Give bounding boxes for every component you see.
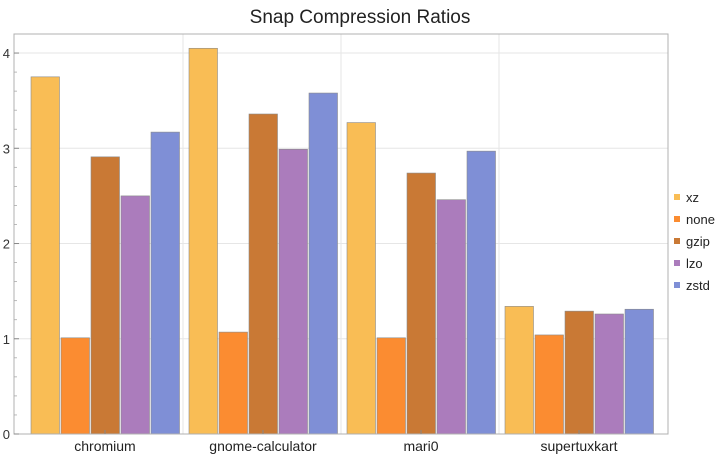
- bar-lzo-chromium: [120, 195, 150, 435]
- bar-none-gnome-calculator: [218, 331, 248, 435]
- y-tick-label: 3: [3, 141, 10, 156]
- bar-gzip-chromium: [90, 156, 120, 435]
- bar-gzip-gnome-calculator: [248, 113, 278, 435]
- bar-lzo-supertuxkart: [594, 313, 624, 435]
- x-tick-label: mari0: [403, 438, 438, 454]
- legend-label-xz: xz: [686, 190, 699, 205]
- plot-frame: [13, 33, 669, 435]
- legend-label-zstd: zstd: [686, 278, 710, 293]
- chart-title: Snap Compression Ratios: [250, 7, 471, 28]
- legend-swatch-xz: [674, 194, 680, 200]
- x-tick-label: gnome-calculator: [209, 438, 317, 454]
- bar-xz-supertuxkart: [504, 306, 534, 435]
- bar-none-supertuxkart: [534, 334, 564, 435]
- axes-layer: 0 1 2 3 4 chromium gnome-calculator mari0 supert…: [3, 33, 669, 454]
- legend-label-none: none: [686, 212, 715, 227]
- legend-swatch-lzo: [674, 260, 680, 266]
- bar-zstd-chromium: [150, 131, 180, 435]
- bar-gzip-mari0: [406, 172, 436, 435]
- y-tick-label: 4: [3, 46, 10, 61]
- x-tick-label: chromium: [74, 438, 135, 454]
- bar-zstd-mari0: [466, 150, 496, 435]
- bar-zstd-gnome-calculator: [308, 92, 338, 435]
- bar-gzip-supertuxkart: [564, 310, 594, 435]
- legend-label-gzip: gzip: [686, 234, 710, 249]
- bar-none-mari0: [376, 337, 406, 435]
- legend-label-lzo: lzo: [686, 256, 703, 271]
- bar-xz-chromium: [30, 76, 60, 435]
- bar-lzo-mari0: [436, 199, 466, 435]
- bar-zstd-supertuxkart: [624, 308, 654, 435]
- bar-lzo-gnome-calculator: [278, 148, 308, 435]
- y-tick-label: 0: [3, 427, 10, 442]
- legend: xz none gzip lzo zstd: [674, 190, 715, 293]
- legend-swatch-none: [674, 216, 680, 222]
- y-tick-label: 1: [3, 332, 10, 347]
- legend-swatch-gzip: [674, 238, 680, 244]
- x-tick-label: supertuxkart: [540, 438, 617, 454]
- legend-swatch-zstd: [674, 282, 680, 288]
- bar-none-chromium: [60, 337, 90, 435]
- bar-xz-gnome-calculator: [188, 47, 218, 435]
- bars-layer: [30, 47, 654, 435]
- bar-xz-mari0: [346, 122, 376, 435]
- y-tick-label: 2: [3, 237, 10, 252]
